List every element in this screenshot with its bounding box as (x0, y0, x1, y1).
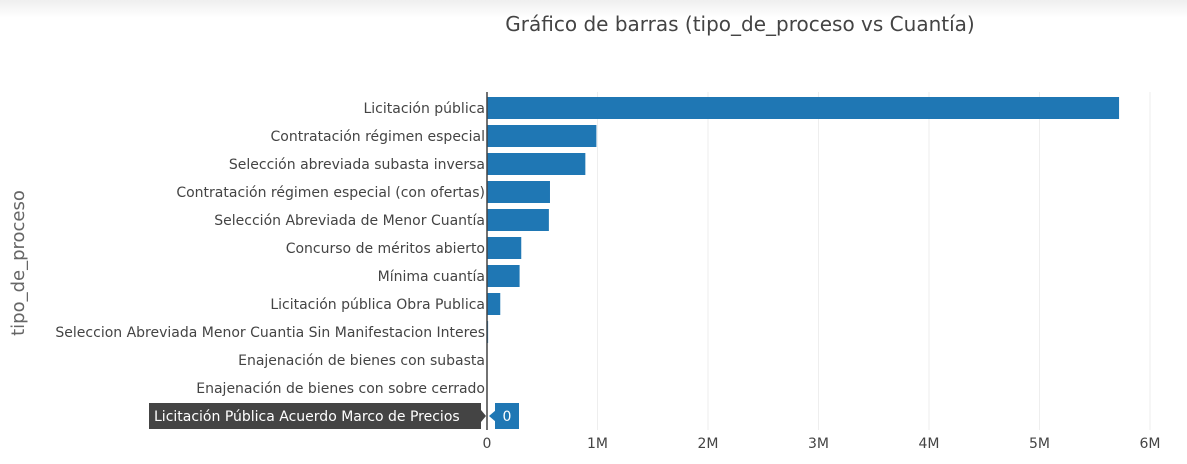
bar (487, 209, 549, 231)
x-tick-label: 5M (1029, 436, 1050, 452)
y-tick-label: Seleccion Abreviada Menor Cuantia Sin Ma… (55, 325, 485, 341)
axes: 0 1M 2M 3M 4M 5M 6M tipo_de_proceso (8, 92, 1161, 452)
x-tick-label: 3M (808, 436, 829, 452)
y-tick-label: Contratación régimen especial (con ofert… (176, 185, 485, 201)
hover-value-label: 0 (503, 409, 512, 425)
bar (487, 265, 520, 287)
bar (487, 97, 1120, 119)
bars (487, 97, 1120, 399)
category-labels: Licitación pública Contratación régimen e… (55, 101, 485, 397)
grid-lines (597, 92, 1151, 430)
y-tick-label: Selección abreviada subasta inversa (229, 157, 485, 173)
y-axis-title: tipo_de_proceso (8, 190, 29, 336)
hover-tooltip: Licitación Pública Acuerdo Marco de Prec… (149, 403, 519, 429)
x-tick-label: 2M (698, 436, 719, 452)
chart-title: Gráfico de barras (tipo_de_proceso vs Cu… (505, 12, 975, 36)
hover-value-box (495, 403, 519, 429)
bar (487, 125, 597, 147)
hover-category-arrow (481, 410, 486, 422)
x-tick-label: 4M (919, 436, 940, 452)
y-tick-label: Concurso de méritos abierto (286, 241, 485, 257)
x-tick-label: 0 (483, 436, 492, 452)
x-tick-label: 6M (1140, 436, 1161, 452)
x-tick-label: 1M (587, 436, 608, 452)
bar (487, 293, 501, 315)
y-tick-label: Selección Abreviada de Menor Cuantía (214, 213, 485, 229)
y-tick-label: Licitación pública Obra Publica (270, 297, 485, 313)
hover-value-arrow (489, 410, 496, 422)
y-tick-label: Enajenación de bienes con sobre cerrado (196, 381, 485, 397)
bar (487, 181, 550, 203)
bar (487, 153, 586, 175)
y-tick-label: Mínima cuantía (378, 269, 485, 285)
bar (487, 237, 522, 259)
y-tick-label: Contratación régimen especial (271, 129, 485, 145)
hover-category-box (149, 403, 481, 429)
y-tick-label: Enajenación de bienes con subasta (238, 353, 485, 369)
y-tick-label: Licitación pública (363, 101, 485, 117)
hover-category-label: Licitación Pública Acuerdo Marco de Prec… (154, 409, 460, 425)
